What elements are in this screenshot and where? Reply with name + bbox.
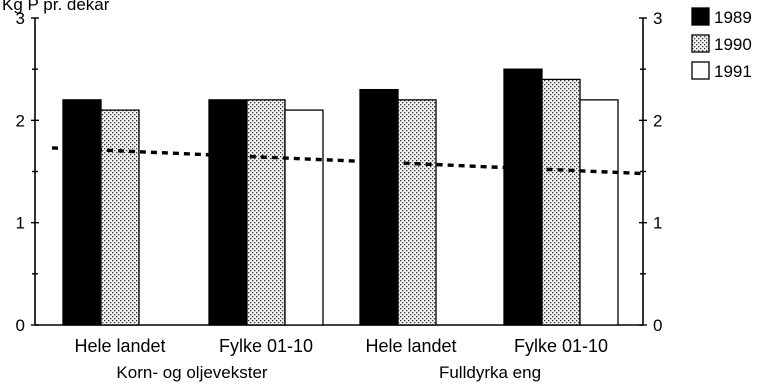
left-tick-label: 3 bbox=[16, 9, 25, 28]
right-tick-label: 3 bbox=[653, 9, 662, 28]
bar-1991-cat-3 bbox=[580, 100, 618, 325]
category-label: Hele landet bbox=[365, 336, 456, 356]
legend-swatch-1989 bbox=[692, 8, 709, 25]
category-label: Hele landet bbox=[74, 336, 165, 356]
legend-label-1989: 1989 bbox=[714, 8, 752, 27]
bar-1989-cat-1 bbox=[209, 100, 247, 325]
legend-swatch-1991 bbox=[692, 62, 709, 79]
legend-swatch-1990 bbox=[692, 35, 709, 52]
category-labels: Hele landet Fylke 01-10 Hele landet Fylke 0… bbox=[74, 336, 608, 382]
right-tick-label: 1 bbox=[653, 214, 662, 233]
legend-label-1991: 1991 bbox=[714, 62, 752, 81]
group-label: Korn- og oljevekster bbox=[116, 363, 268, 382]
bar-1989-cat-3 bbox=[504, 69, 542, 325]
left-tick-label: 1 bbox=[16, 214, 25, 233]
bar-1990-cat-1 bbox=[247, 100, 285, 325]
legend-label-1990: 1990 bbox=[714, 35, 752, 54]
bar-1989-cat-0 bbox=[63, 100, 101, 325]
bar-1989-cat-2 bbox=[360, 90, 398, 325]
category-label: Fylke 01-10 bbox=[514, 336, 608, 356]
right-tick-label: 2 bbox=[653, 111, 662, 130]
bar-1990-cat-2 bbox=[398, 100, 436, 325]
category-label: Fylke 01-10 bbox=[219, 336, 313, 356]
bar-1990-cat-0 bbox=[101, 110, 139, 325]
left-tick-label: 0 bbox=[16, 316, 25, 335]
legend: 1989 1990 1991 bbox=[692, 8, 752, 81]
bar-layer bbox=[63, 69, 618, 325]
group-label: Fulldyrka eng bbox=[439, 363, 541, 382]
bar-1990-cat-3 bbox=[542, 79, 580, 325]
bar-1991-cat-1 bbox=[285, 110, 323, 325]
right-tick-label: 0 bbox=[653, 316, 662, 335]
left-tick-label: 2 bbox=[16, 111, 25, 130]
